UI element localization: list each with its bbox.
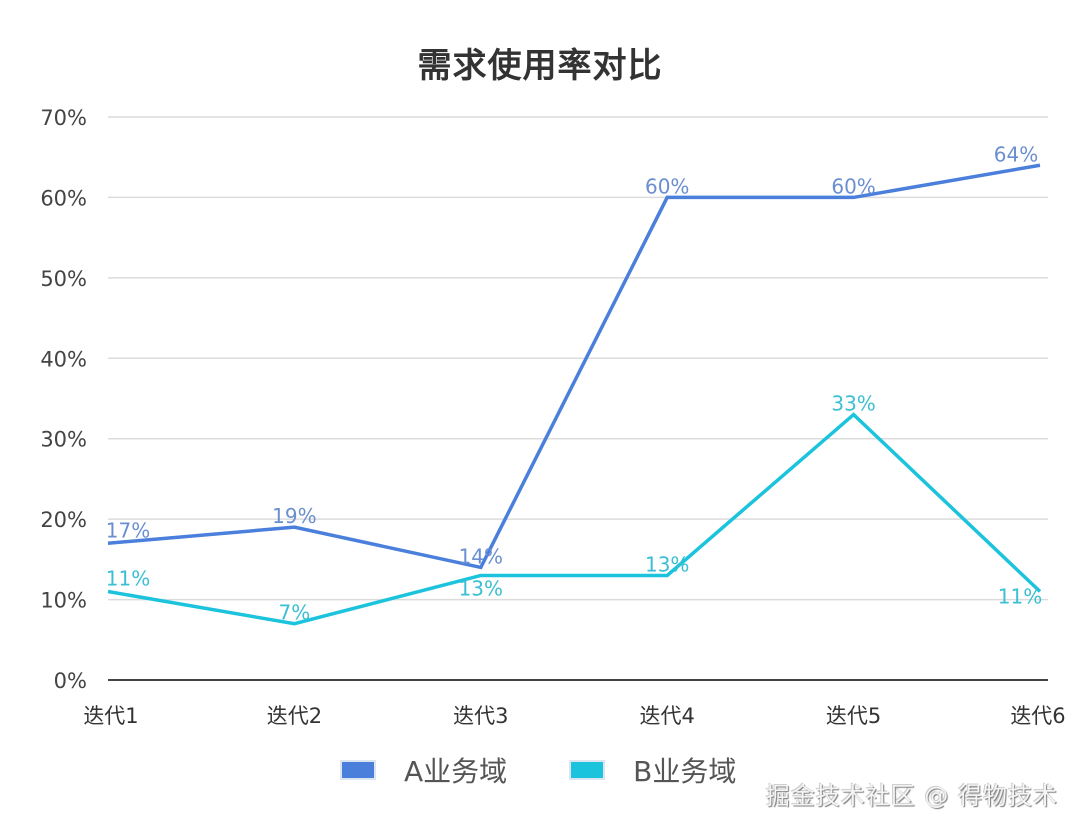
data-label: 11% <box>998 585 1042 609</box>
y-tick-label: 0% <box>54 669 87 693</box>
data-label: 17% <box>106 518 150 542</box>
data-label: 60% <box>831 174 875 198</box>
x-tick-label: 迭代2 <box>267 704 322 728</box>
x-tick-label: 迭代3 <box>453 704 508 728</box>
legend-swatch-b <box>569 760 606 780</box>
chart-title: 需求使用率对比 <box>417 46 663 86</box>
watermark: 掘金技术社区 @ 得物技术 <box>765 782 1058 810</box>
y-tick-label: 20% <box>40 508 87 532</box>
y-tick-label: 10% <box>40 589 87 613</box>
data-label: 64% <box>994 142 1038 166</box>
legend: A业务域 B业务域 <box>340 750 798 790</box>
series-line-b <box>107 412 1042 626</box>
y-tick-label: 30% <box>40 428 87 452</box>
x-tick-label: 迭代5 <box>826 704 881 728</box>
x-tick-label: 迭代4 <box>640 704 695 728</box>
legend-swatch-a <box>340 760 376 780</box>
data-label: 11% <box>106 567 150 591</box>
legend-item-b[interactable]: B业务域 <box>569 750 736 790</box>
x-tick-label: 迭代6 <box>1010 704 1065 728</box>
data-label: 7% <box>279 601 311 625</box>
data-label: 33% <box>831 392 875 416</box>
y-tick-label: 60% <box>40 186 87 210</box>
y-tick-label: 50% <box>40 267 87 291</box>
y-tick-label: 70% <box>40 106 87 130</box>
x-tick-label: 迭代1 <box>83 704 138 728</box>
data-label: 60% <box>645 174 689 198</box>
legend-label-b: B业务域 <box>633 755 737 788</box>
data-label: 13% <box>459 576 503 600</box>
data-label: 19% <box>272 504 316 528</box>
legend-item-a[interactable]: A业务域 <box>340 750 507 790</box>
series-line-a <box>107 163 1041 570</box>
data-label: 14% <box>459 544 503 568</box>
legend-label-a: A业务域 <box>404 755 508 788</box>
data-label: 13% <box>645 552 689 576</box>
y-tick-label: 40% <box>40 347 87 371</box>
